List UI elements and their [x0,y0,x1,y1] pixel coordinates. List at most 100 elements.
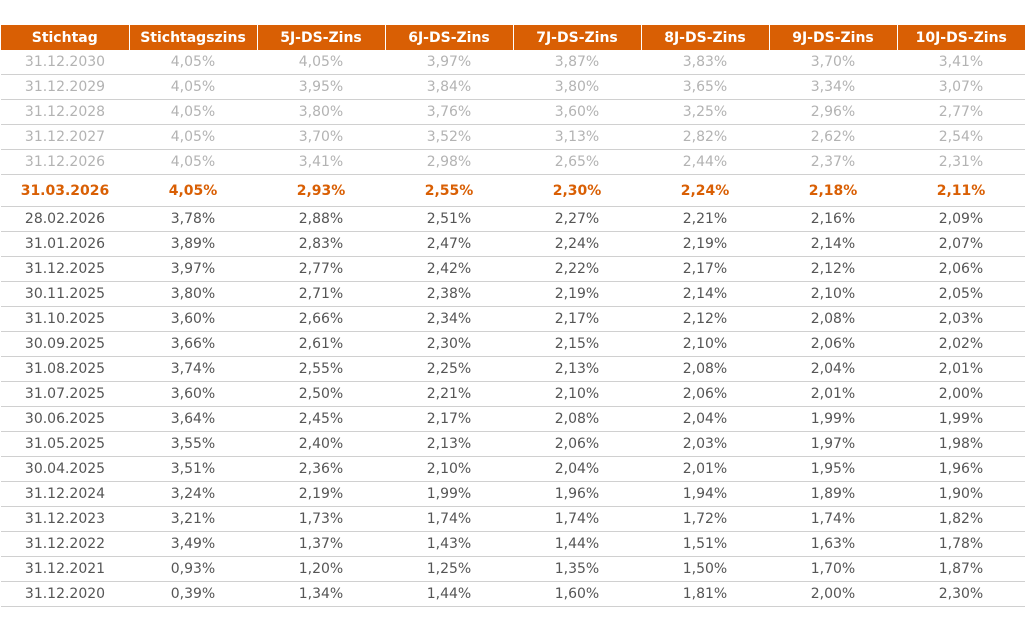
cell-8j-ds-zins: 1,50% [641,556,769,582]
cell-8j-ds-zins: 2,04% [641,406,769,432]
cell-stichtag: 30.06.2025 [1,406,129,432]
cell-9j-ds-zins: 3,70% [769,50,897,75]
cell-9j-ds-zins: 2,18% [769,174,897,207]
cell-6j-ds-zins: 2,30% [385,331,513,357]
cell-10j-ds-zins: 2,06% [897,256,1025,282]
cell-6j-ds-zins: 2,38% [385,281,513,307]
cell-7j-ds-zins: 2,24% [513,231,641,257]
cell-5j-ds-zins: 2,77% [257,256,385,282]
cell-6j-ds-zins: 3,76% [385,99,513,125]
cell-10j-ds-zins: 2,03% [897,306,1025,332]
cell-8j-ds-zins: 1,72% [641,506,769,532]
cell-9j-ds-zins: 2,62% [769,124,897,150]
cell-9j-ds-zins: 1,63% [769,531,897,557]
cell-stichtag: 28.02.2026 [1,206,129,232]
cell-10j-ds-zins: 3,07% [897,74,1025,100]
cell-stichtagszins: 3,60% [129,306,257,332]
rates-table-container: Stichtag Stichtagszins 5J-DS-Zins 6J-DS-… [1,25,1025,607]
cell-8j-ds-zins: 2,82% [641,124,769,150]
cell-stichtagszins: 4,05% [129,50,257,75]
cell-stichtag: 31.12.2023 [1,506,129,532]
cell-7j-ds-zins: 1,60% [513,581,641,607]
cell-stichtagszins: 4,05% [129,99,257,125]
cell-10j-ds-zins: 2,00% [897,381,1025,407]
cell-8j-ds-zins: 3,65% [641,74,769,100]
cell-8j-ds-zins: 2,03% [641,431,769,457]
cell-10j-ds-zins: 3,41% [897,50,1025,75]
cell-5j-ds-zins: 1,37% [257,531,385,557]
cell-7j-ds-zins: 2,65% [513,149,641,175]
cell-10j-ds-zins: 2,02% [897,331,1025,357]
cell-7j-ds-zins: 2,19% [513,281,641,307]
cell-9j-ds-zins: 2,06% [769,331,897,357]
cell-stichtag: 30.04.2025 [1,456,129,482]
cell-stichtagszins: 3,55% [129,431,257,457]
cell-9j-ds-zins: 1,95% [769,456,897,482]
cell-6j-ds-zins: 2,34% [385,306,513,332]
cell-7j-ds-zins: 3,80% [513,74,641,100]
cell-stichtagszins: 3,60% [129,381,257,407]
cell-6j-ds-zins: 1,99% [385,481,513,507]
cell-stichtagszins: 4,05% [129,74,257,100]
cell-7j-ds-zins: 1,96% [513,481,641,507]
cell-5j-ds-zins: 1,20% [257,556,385,582]
cell-7j-ds-zins: 3,60% [513,99,641,125]
cell-9j-ds-zins: 2,04% [769,356,897,382]
cell-6j-ds-zins: 1,43% [385,531,513,557]
cell-stichtagszins: 4,05% [129,124,257,150]
cell-8j-ds-zins: 2,06% [641,381,769,407]
table-row: 31.08.2025 3,74% 2,55% 2,25% 2,13% 2,08% 2,04%… [1,356,1025,382]
cell-5j-ds-zins: 1,73% [257,506,385,532]
cell-stichtag: 31.12.2022 [1,531,129,557]
cell-8j-ds-zins: 2,08% [641,356,769,382]
table-row: 31.12.2026 4,05% 3,41% 2,98% 2,65% 2,44% 2,37%… [1,149,1025,175]
cell-stichtag: 30.11.2025 [1,281,129,307]
cell-7j-ds-zins: 2,10% [513,381,641,407]
cell-9j-ds-zins: 2,08% [769,306,897,332]
cell-6j-ds-zins: 3,97% [385,50,513,75]
table-row: 31.12.2021 0,93% 1,20% 1,25% 1,35% 1,50% 1,70%… [1,556,1025,582]
cell-stichtagszins: 3,21% [129,506,257,532]
header-9j-ds-zins: 9J-DS-Zins [769,25,898,50]
cell-stichtag: 31.12.2026 [1,149,129,175]
cell-8j-ds-zins: 1,81% [641,581,769,607]
cell-9j-ds-zins: 2,16% [769,206,897,232]
cell-8j-ds-zins: 2,14% [641,281,769,307]
cell-7j-ds-zins: 1,44% [513,531,641,557]
cell-9j-ds-zins: 2,12% [769,256,897,282]
cell-7j-ds-zins: 2,13% [513,356,641,382]
cell-5j-ds-zins: 3,41% [257,149,385,175]
cell-stichtagszins: 0,93% [129,556,257,582]
table-row: 31.01.2026 3,89% 2,83% 2,47% 2,24% 2,19% 2,14%… [1,231,1025,257]
cell-9j-ds-zins: 2,01% [769,381,897,407]
table-header: Stichtag Stichtagszins 5J-DS-Zins 6J-DS-… [1,25,1025,50]
cell-stichtagszins: 3,89% [129,231,257,257]
table-row: 31.12.2030 4,05% 4,05% 3,97% 3,87% 3,83% 3,70%… [1,50,1025,75]
cell-10j-ds-zins: 1,99% [897,406,1025,432]
table-row: 31.07.2025 3,60% 2,50% 2,21% 2,10% 2,06% 2,01%… [1,381,1025,407]
cell-stichtagszins: 3,51% [129,456,257,482]
cell-9j-ds-zins: 2,10% [769,281,897,307]
cell-9j-ds-zins: 1,74% [769,506,897,532]
cell-7j-ds-zins: 1,74% [513,506,641,532]
cell-5j-ds-zins: 2,71% [257,281,385,307]
cell-8j-ds-zins: 2,10% [641,331,769,357]
header-10j-ds-zins: 10J-DS-Zins [897,25,1025,50]
cell-5j-ds-zins: 2,19% [257,481,385,507]
cell-9j-ds-zins: 1,70% [769,556,897,582]
cell-10j-ds-zins: 1,96% [897,456,1025,482]
cell-7j-ds-zins: 2,04% [513,456,641,482]
header-7j-ds-zins: 7J-DS-Zins [513,25,642,50]
cell-5j-ds-zins: 2,88% [257,206,385,232]
cell-5j-ds-zins: 2,93% [257,174,385,207]
table-row: 30.04.2025 3,51% 2,36% 2,10% 2,04% 2,01% 1,95%… [1,456,1025,482]
cell-5j-ds-zins: 2,83% [257,231,385,257]
table-row: 30.11.2025 3,80% 2,71% 2,38% 2,19% 2,14% 2,10%… [1,281,1025,307]
cell-5j-ds-zins: 3,80% [257,99,385,125]
header-8j-ds-zins: 8J-DS-Zins [641,25,770,50]
cell-6j-ds-zins: 2,25% [385,356,513,382]
header-6j-ds-zins: 6J-DS-Zins [385,25,514,50]
header-stichtag: Stichtag [1,25,130,50]
cell-7j-ds-zins: 2,27% [513,206,641,232]
cell-stichtag: 31.12.2028 [1,99,129,125]
